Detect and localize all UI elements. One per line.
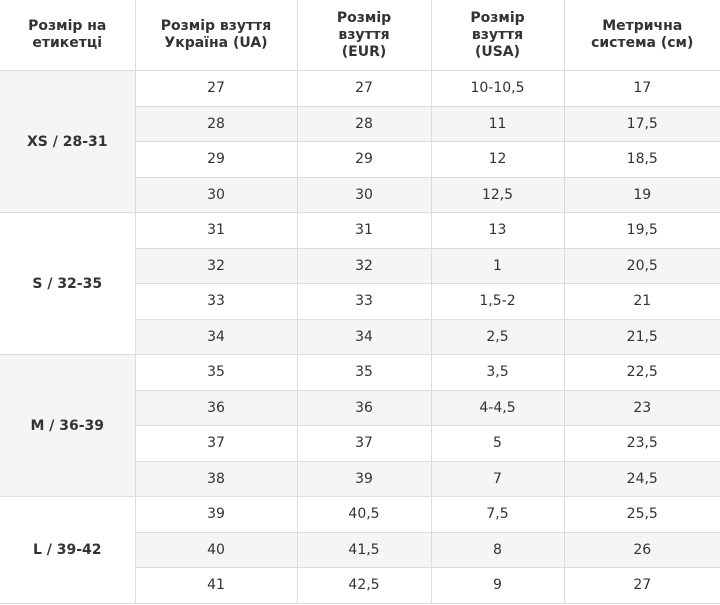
size-label: XS / 28-31 (0, 70, 136, 213)
table-row: 28 28 11 17,5 (0, 105, 720, 142)
table-cell: 34 (134, 318, 298, 355)
table-cell: 18,5 (563, 141, 720, 178)
table-cell: 2,5 (430, 318, 565, 355)
table-cell: 33 (134, 283, 298, 320)
table-cell: 23,5 (563, 425, 720, 462)
table-cell: 36 (296, 389, 432, 426)
header-row: Розмір на етикетці Розмір взуття Україна … (0, 0, 720, 71)
table-cell: 30 (296, 176, 432, 213)
table-cell: 19 (563, 176, 720, 213)
table-cell: 29 (134, 141, 298, 178)
table-cell: 27 (134, 70, 298, 107)
table-cell: 7,5 (430, 496, 565, 533)
table-cell: 32 (134, 247, 298, 284)
table-cell: 39 (134, 496, 298, 533)
table-cell: 33 (296, 283, 432, 320)
table-cell: 17 (563, 70, 720, 107)
table-cell: 1 (430, 247, 565, 284)
table-cell: 28 (134, 105, 298, 142)
table-cell: 19,5 (563, 212, 720, 249)
table-cell: 7 (430, 460, 565, 497)
table-cell: 3,5 (430, 354, 565, 391)
table-cell: 12 (430, 141, 565, 178)
table-cell: 1,5-2 (430, 283, 565, 320)
table-cell: 21 (563, 283, 720, 320)
column-header: Розмір на етикетці (0, 0, 136, 71)
table-cell: 5 (430, 425, 565, 462)
table-cell: 17,5 (563, 105, 720, 142)
table-cell: 37 (134, 425, 298, 462)
table-cell: 29 (296, 141, 432, 178)
size-label: S / 32-35 (0, 212, 136, 355)
table-row: 34 34 2,5 21,5 (0, 318, 720, 355)
table-cell: 35 (134, 354, 298, 391)
table-row: M / 36-39 35 35 3,5 22,5 (0, 354, 720, 497)
table-cell: 4-4,5 (430, 389, 565, 426)
table-cell: 35 (296, 354, 432, 391)
table-cell: 26 (563, 531, 720, 568)
table-cell: 36 (134, 389, 298, 426)
size-label: L / 39-42 (0, 496, 136, 604)
table-row: 36 36 4-4,5 23 (0, 389, 720, 426)
table-row: 38 39 7 24,5 (0, 460, 720, 497)
column-header: Метрична система (см) (563, 0, 720, 71)
table-cell: 12,5 (430, 176, 565, 213)
table-row: 41 42,5 9 27 (0, 567, 720, 604)
table-row: 37 37 5 23,5 (0, 425, 720, 462)
table-cell: 40 (134, 531, 298, 568)
table-row: L / 39-42 39 40,5 7,5 25,5 (0, 496, 720, 604)
table-cell: 11 (430, 105, 565, 142)
table-cell: 23 (563, 389, 720, 426)
table-cell: 31 (134, 212, 298, 249)
table-cell: 20,5 (563, 247, 720, 284)
table-cell: 24,5 (563, 460, 720, 497)
table-row: 32 32 1 20,5 (0, 247, 720, 284)
table-cell: 13 (430, 212, 565, 249)
table-cell: 10-10,5 (430, 70, 565, 107)
table-row: XS / 28-31 27 27 10-10,5 17 (0, 70, 720, 213)
table-cell: 34 (296, 318, 432, 355)
table-cell: 37 (296, 425, 432, 462)
table-row: 40 41,5 8 26 (0, 531, 720, 568)
table-cell: 21,5 (563, 318, 720, 355)
table-row: 29 29 12 18,5 (0, 141, 720, 178)
table-cell: 31 (296, 212, 432, 249)
table-cell: 38 (134, 460, 298, 497)
table-cell: 27 (563, 567, 720, 604)
table-cell: 28 (296, 105, 432, 142)
table-cell: 30 (134, 176, 298, 213)
table-cell: 40,5 (296, 496, 432, 533)
table-cell: 41 (134, 567, 298, 604)
table-cell: 9 (430, 567, 565, 604)
column-header: Розмір взуття Україна (UA) (134, 0, 298, 71)
table-cell: 32 (296, 247, 432, 284)
column-header: Розмір взуття (EUR) (296, 0, 432, 71)
size-label: M / 36-39 (0, 354, 136, 497)
table-cell: 42,5 (296, 567, 432, 604)
table-cell: 25,5 (563, 496, 720, 533)
table-cell: 27 (296, 70, 432, 107)
table-row: S / 32-35 31 31 13 19,5 (0, 212, 720, 355)
table-cell: 8 (430, 531, 565, 568)
table-cell: 41,5 (296, 531, 432, 568)
column-header: Розмір взуття (USA) (430, 0, 565, 71)
table-body: XS / 28-31 27 27 10-10,5 17 28 28 11 17,5 29 29 12 1… (0, 70, 720, 604)
table-row: 30 30 12,5 19 (0, 176, 720, 213)
table-cell: 39 (296, 460, 432, 497)
table-cell: 22,5 (563, 354, 720, 391)
